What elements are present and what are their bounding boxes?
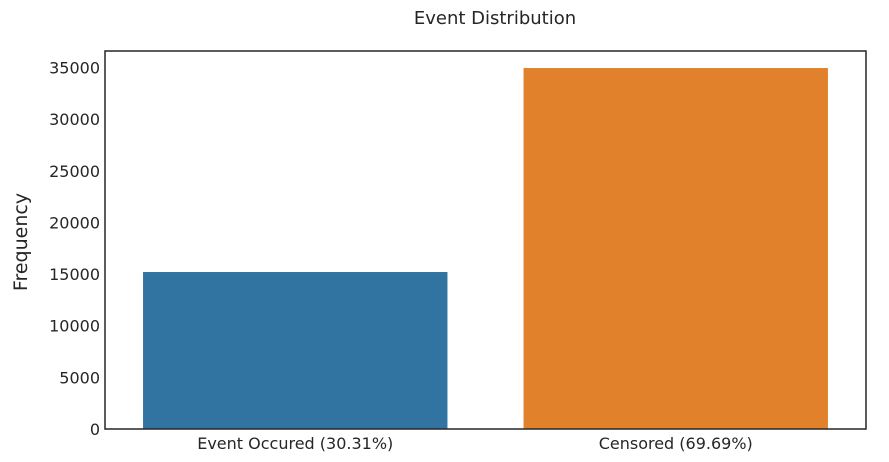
x-tick-label: Censored (69.69%) (599, 434, 753, 453)
y-tick-label: 10000 (49, 317, 100, 336)
y-axis-label: Frequency (10, 193, 32, 291)
y-axis: 0 5000 10000 15000 20000 25000 30000 35000 (49, 59, 100, 439)
y-tick-label: 35000 (49, 59, 100, 78)
y-tick-label: 0 (90, 420, 100, 439)
y-tick-label: 25000 (49, 162, 100, 181)
y-tick-label: 5000 (59, 368, 100, 387)
y-tick-label: 30000 (49, 110, 100, 129)
bar-1 (523, 68, 828, 429)
y-tick-label: 15000 (49, 265, 100, 284)
plot-frame (104, 50, 867, 430)
x-axis: Event Occured (30.31%) Censored (69.69%) (197, 434, 753, 453)
chart-title: Event Distribution (414, 8, 576, 29)
bars-group (143, 68, 828, 429)
x-tick-label: Event Occured (30.31%) (197, 434, 393, 453)
bar-0 (143, 272, 448, 429)
y-tick-label: 20000 (49, 213, 100, 232)
